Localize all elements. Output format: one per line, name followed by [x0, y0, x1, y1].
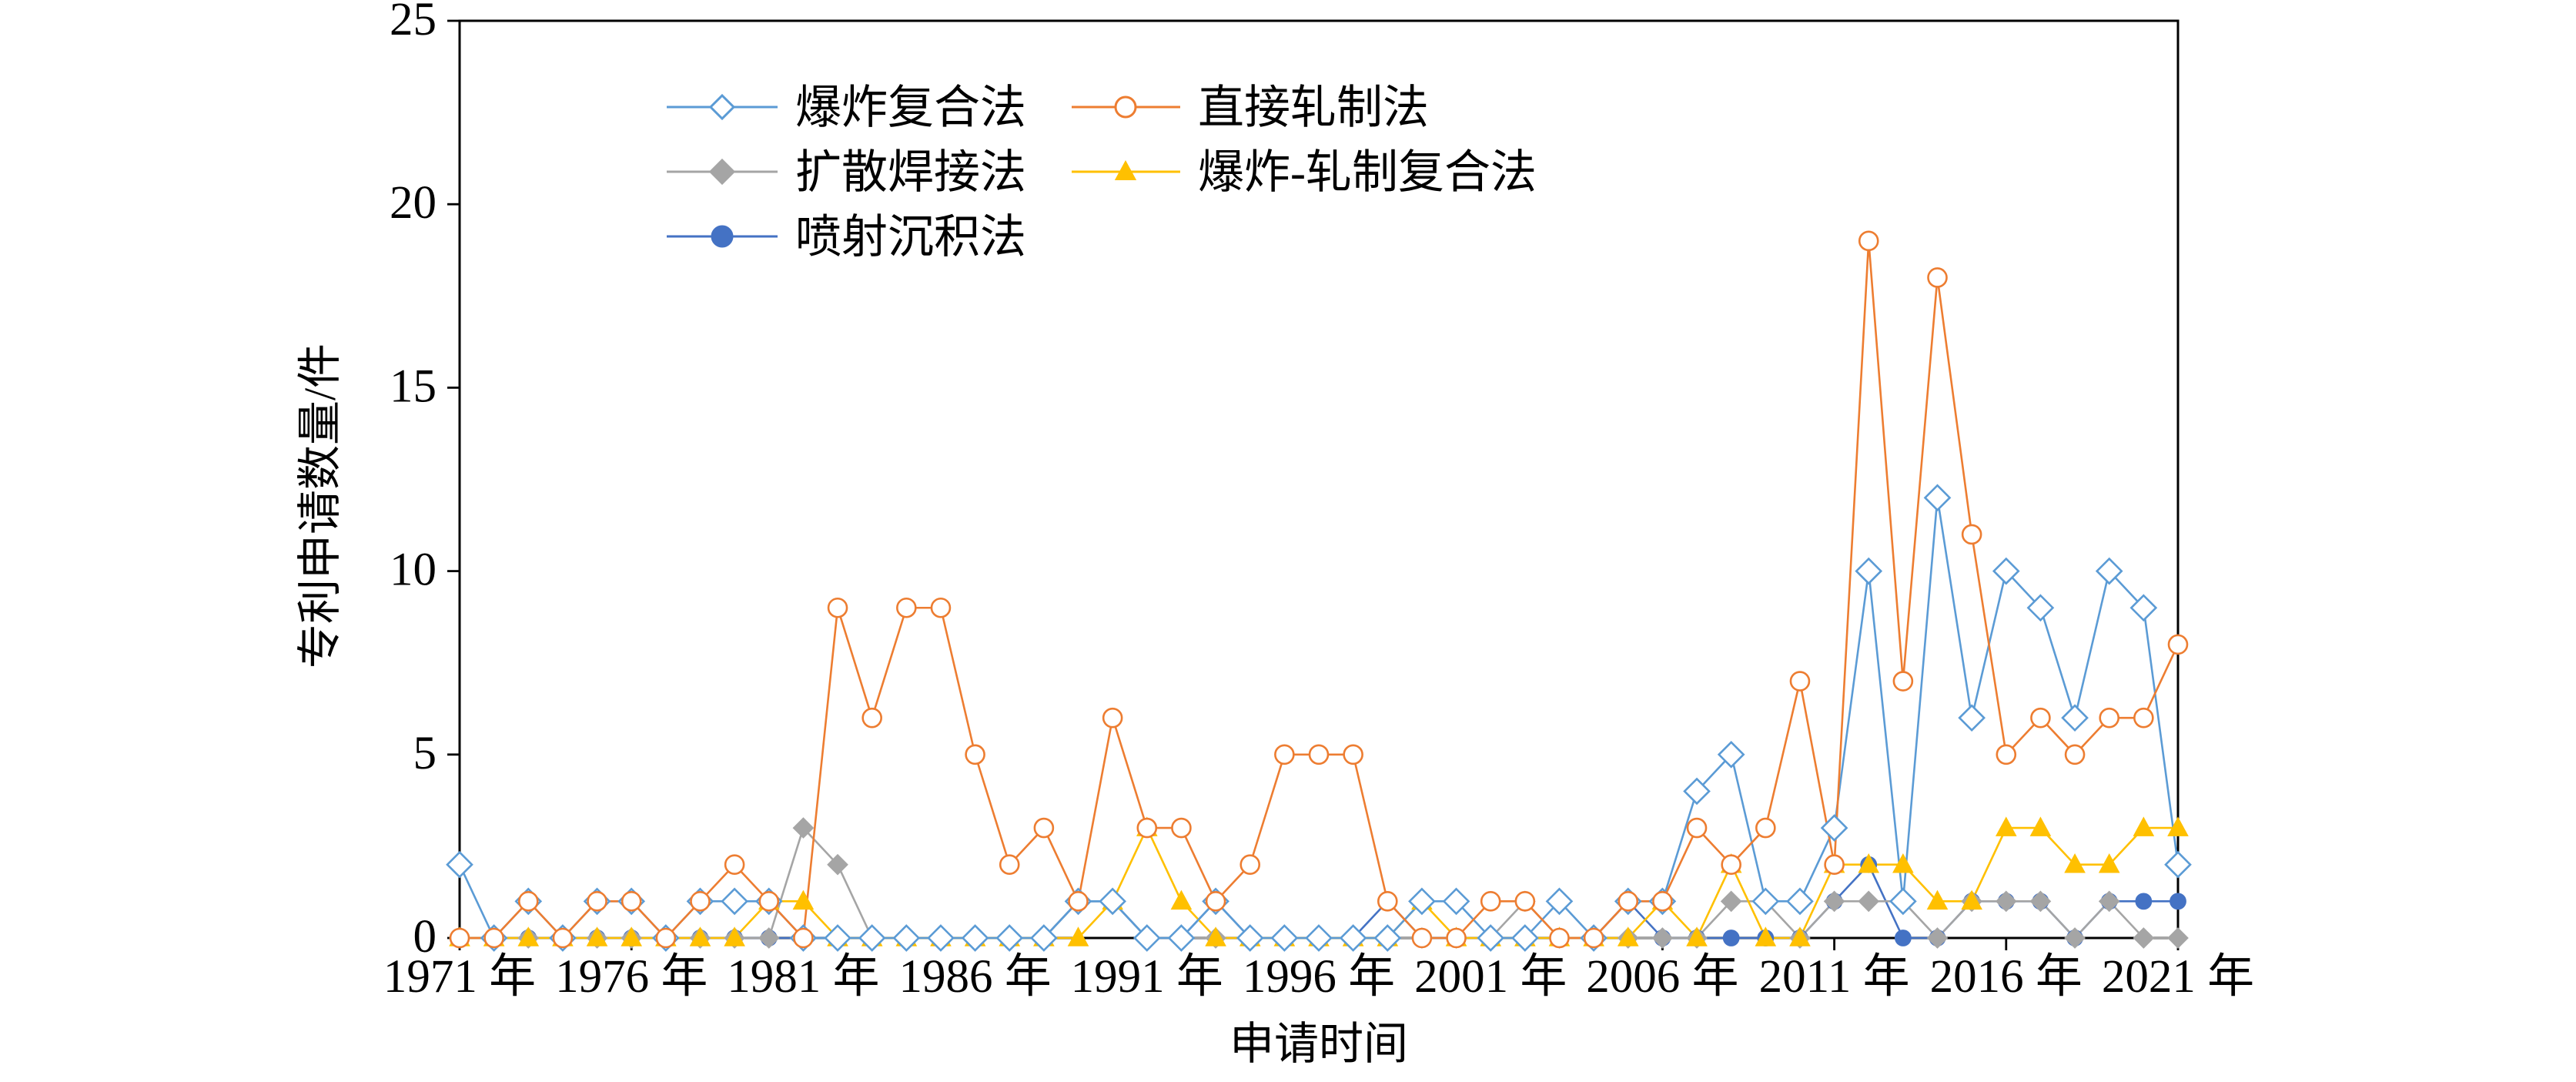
- svg-text:申请时间: 申请时间: [1229, 1019, 1408, 1069]
- svg-text:1996 年: 1996 年: [1243, 951, 1395, 1003]
- svg-text:专利申请数量/件: 专利申请数量/件: [295, 343, 345, 668]
- svg-text:2006 年: 2006 年: [1586, 951, 1738, 1003]
- svg-text:2021 年: 2021 年: [2102, 951, 2254, 1003]
- svg-text:10: 10: [390, 544, 437, 596]
- svg-text:1986 年: 1986 年: [898, 951, 1051, 1003]
- svg-text:1976 年: 1976 年: [555, 951, 708, 1003]
- svg-text:20: 20: [390, 177, 437, 229]
- svg-text:2011 年: 2011 年: [1759, 951, 1910, 1003]
- svg-text:25: 25: [390, 0, 437, 45]
- svg-text:5: 5: [413, 728, 437, 779]
- svg-text:直接轧制法: 直接轧制法: [1198, 82, 1429, 133]
- svg-text:2016 年: 2016 年: [1930, 951, 2083, 1003]
- svg-text:2001 年: 2001 年: [1414, 951, 1567, 1003]
- svg-text:1981 年: 1981 年: [727, 951, 879, 1003]
- svg-text:爆炸复合法: 爆炸复合法: [795, 82, 1026, 133]
- svg-text:1991 年: 1991 年: [1071, 951, 1223, 1003]
- svg-text:15: 15: [390, 360, 437, 412]
- svg-text:1971 年: 1971 年: [383, 951, 536, 1003]
- svg-text:爆炸-轧制复合法: 爆炸-轧制复合法: [1198, 147, 1537, 198]
- svg-text:扩散焊接法: 扩散焊接法: [795, 147, 1026, 198]
- svg-text:喷射沉积法: 喷射沉积法: [795, 212, 1026, 263]
